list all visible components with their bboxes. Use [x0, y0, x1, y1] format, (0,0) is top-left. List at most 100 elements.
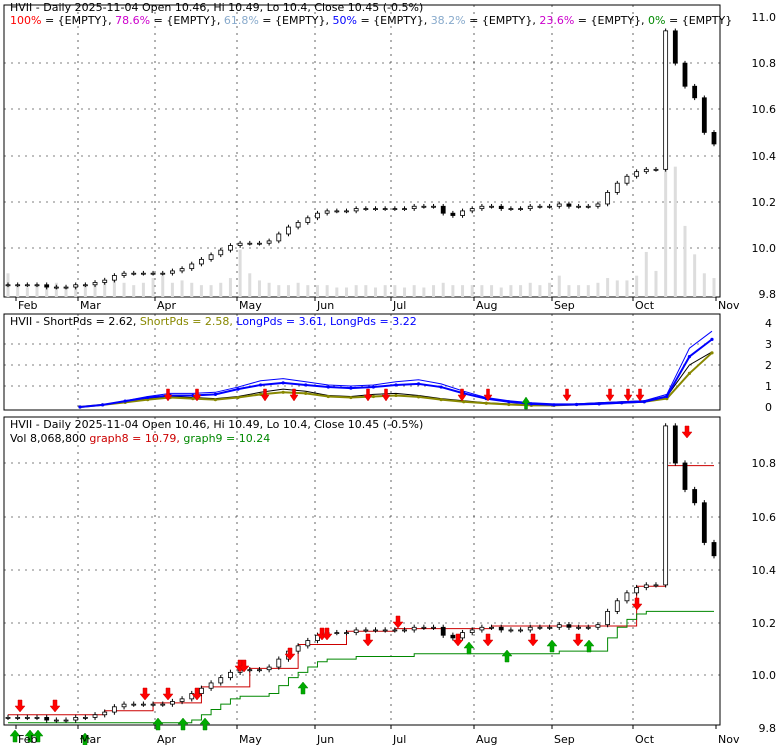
fib-levels: 100% = {EMPTY}, 78.6% = {EMPTY}, 61.8% =…	[10, 14, 732, 27]
x-tick-label: Nov	[718, 299, 740, 312]
series-marker	[258, 383, 263, 387]
candle	[34, 284, 40, 287]
candle	[295, 222, 301, 228]
x-tick-label: Feb	[18, 733, 37, 745]
series-marker	[574, 402, 579, 407]
legend-entry: graph9 = 10.24	[180, 432, 270, 445]
volume-bar	[635, 275, 639, 297]
sell-arrow	[572, 633, 584, 647]
x-tick-label: Nov	[718, 733, 740, 745]
fib-level-value: = {EMPTY}	[665, 14, 732, 27]
candle	[131, 703, 137, 706]
volume-bar	[16, 285, 20, 297]
y-tick-label: 10.0	[752, 242, 777, 255]
candle	[305, 640, 311, 647]
legend-entry: HVII -	[10, 315, 40, 328]
candle	[266, 666, 272, 671]
candle	[170, 701, 175, 705]
volume-bar	[296, 282, 300, 297]
volume-bar	[432, 285, 436, 297]
candle	[440, 205, 446, 214]
fib-legend: HVII - Daily 2025-11-04 Open 10.46, Hi 1…	[10, 1, 423, 14]
series-marker	[371, 394, 376, 399]
volume-bar	[219, 282, 223, 297]
volume-bar	[54, 282, 58, 297]
series-marker	[484, 401, 488, 405]
sell-arrow	[452, 633, 464, 647]
volume-bar	[112, 278, 116, 297]
candle	[547, 626, 552, 629]
candle	[24, 284, 30, 287]
y-tick-label: 1	[765, 380, 772, 393]
candle	[92, 714, 98, 718]
candle	[479, 626, 485, 631]
fib-level-value: = {EMPTY},	[357, 14, 431, 27]
candle	[605, 192, 611, 205]
sell-arrow	[192, 388, 202, 402]
volume-bar	[673, 166, 677, 297]
fib-level-label: 38.2%	[431, 14, 466, 27]
series-marker	[462, 400, 466, 404]
candle	[614, 182, 620, 193]
volume-bar	[702, 273, 706, 297]
volume-bar	[170, 282, 174, 297]
buy-arrow	[9, 729, 21, 743]
candle	[44, 717, 50, 721]
fib-level-value: = {EMPTY},	[150, 14, 224, 27]
volume-bar	[344, 287, 348, 297]
x-tick-label: Sep	[554, 299, 575, 312]
volume-bar	[315, 285, 319, 297]
sell-arrow	[362, 633, 374, 647]
candle	[634, 587, 640, 594]
candle	[566, 624, 572, 628]
candle	[102, 279, 108, 283]
series-marker	[146, 395, 150, 400]
volume-bar	[548, 282, 552, 297]
volume-bar	[383, 285, 387, 297]
candle	[682, 62, 688, 87]
candle	[179, 698, 185, 702]
sell-arrow	[562, 388, 572, 402]
sell-arrow	[49, 699, 61, 713]
y-tick-label: 10.2	[752, 617, 777, 630]
candle	[440, 626, 446, 636]
x-tick-label: Apr	[157, 733, 177, 745]
volume-bar	[683, 225, 687, 297]
candle	[402, 629, 407, 632]
sell-arrow	[631, 597, 643, 611]
candle	[266, 240, 272, 244]
series-marker	[304, 391, 308, 395]
series-marker	[687, 355, 692, 359]
sell-arrow	[392, 615, 404, 629]
candle	[653, 168, 659, 171]
legend-entry: LongPds = 3.61,	[233, 315, 327, 328]
volume-bar	[325, 285, 329, 297]
volume-bar	[538, 285, 542, 297]
volume-bar	[25, 287, 29, 297]
series-marker	[394, 383, 398, 387]
y-tick-label: 10.8	[752, 57, 777, 70]
candle	[363, 208, 369, 210]
candle	[402, 208, 407, 210]
series-marker	[552, 403, 556, 407]
buy-arrow	[177, 717, 189, 731]
series-marker	[281, 390, 285, 394]
fib-level-label: 61.8%	[224, 14, 259, 27]
volume-bar	[35, 285, 39, 297]
y-tick-label: 0	[765, 401, 772, 414]
fib-level-label: 50%	[333, 14, 357, 27]
volume-bar	[364, 285, 368, 297]
candle	[208, 682, 214, 689]
volume-bar	[228, 278, 232, 297]
series-marker	[123, 399, 127, 403]
buy-arrow	[583, 639, 595, 653]
legend-entry: LongPds = 3.22	[327, 315, 417, 328]
volume-bar	[180, 280, 184, 297]
volume-bar	[480, 285, 484, 297]
volume-bar	[461, 285, 465, 297]
candle	[150, 272, 156, 275]
volume-bar	[248, 273, 252, 297]
series-marker	[371, 385, 376, 389]
candle	[450, 634, 456, 639]
candle	[392, 629, 398, 632]
